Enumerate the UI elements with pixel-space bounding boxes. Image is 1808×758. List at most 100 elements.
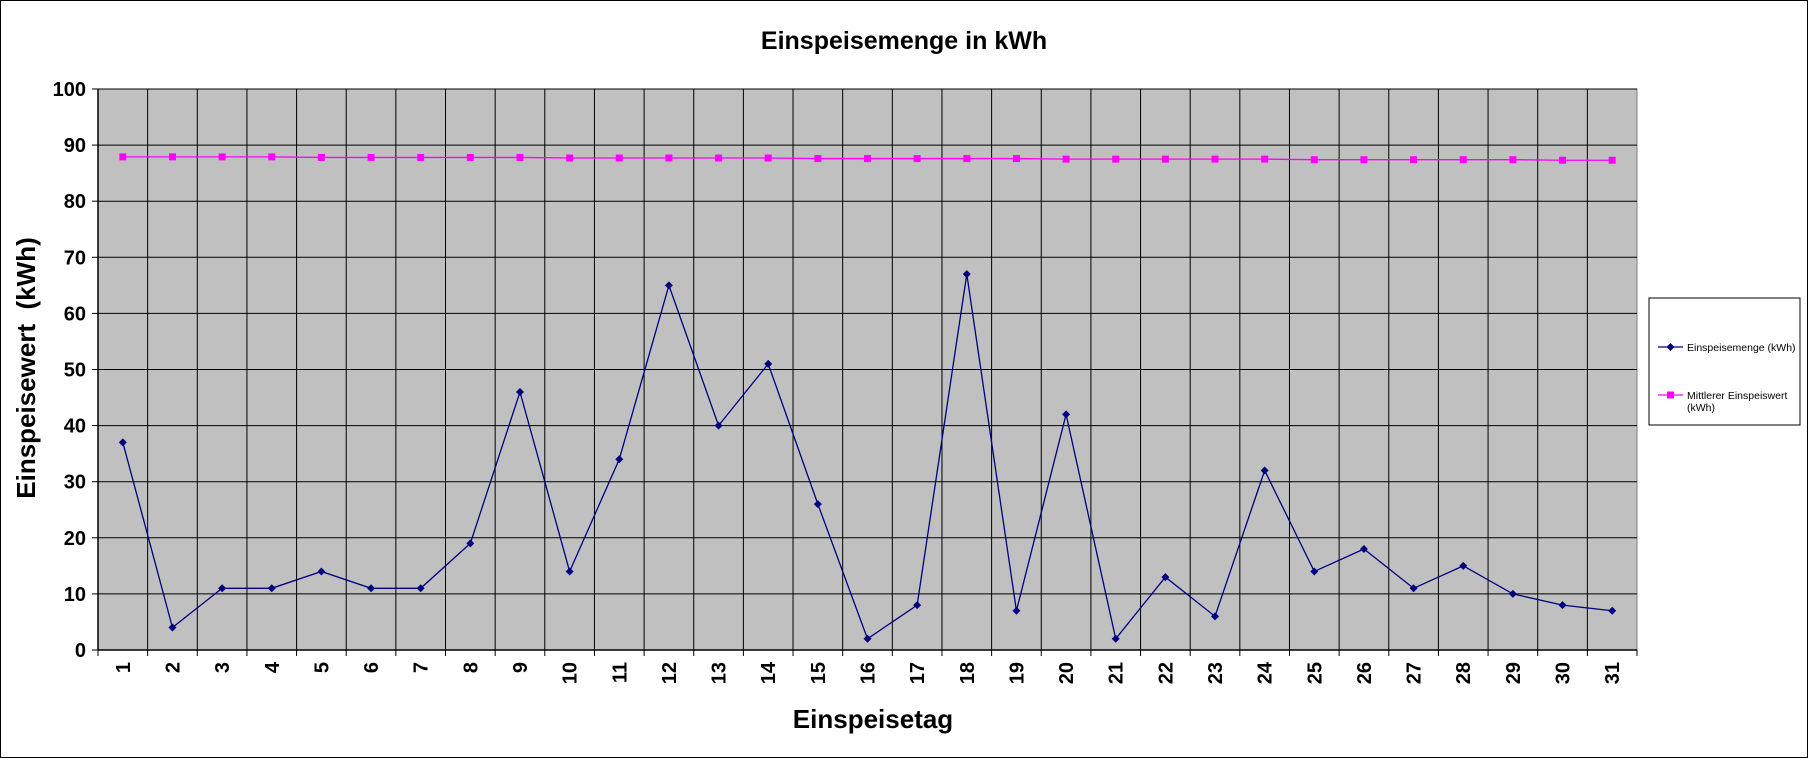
data-point (1359, 545, 1368, 554)
legend-label: Einspeisemenge (kWh) (1687, 342, 1796, 354)
y-tick-label: 100 (53, 79, 86, 101)
x-tick-label: 12 (659, 662, 681, 684)
y-axis-tick-labels: 0 10 20 30 40 50 60 70 80 90 100 (53, 79, 86, 662)
data-point (1211, 612, 1220, 621)
data-point (715, 154, 723, 162)
data-point (962, 270, 971, 279)
x-tick-label: 9 (510, 662, 532, 673)
y-tick-label: 0 (75, 640, 86, 662)
data-point (814, 155, 822, 163)
y-tick-label: 70 (64, 247, 86, 269)
legend-label: Mittlerer Einspeiswert (1687, 390, 1787, 402)
data-point (1608, 606, 1617, 615)
x-axis-tick-labels: 1 2 3 4 5 6 7 8 9 10 11 12 13 14 15 16 17 18 19 20 21 22 23 24 2… (113, 661, 1624, 684)
y-tick-label: 40 (64, 416, 86, 438)
data-point (416, 584, 425, 593)
x-tick-label: 5 (311, 662, 333, 673)
y-tick-label: 50 (64, 360, 86, 382)
data-point (466, 539, 475, 548)
data-point (317, 153, 325, 161)
x-tick-label: 18 (957, 662, 979, 684)
data-point (1558, 601, 1567, 610)
data-point (664, 281, 673, 290)
data-point (218, 153, 226, 161)
x-tick-label: 10 (560, 662, 582, 684)
y-tick-label: 20 (64, 528, 86, 550)
data-point (1459, 156, 1467, 164)
data-point (367, 584, 376, 593)
x-tick-label: 23 (1205, 662, 1227, 684)
legend-entry: Einspeisemenge (kWh) (1658, 342, 1796, 354)
data-point (1559, 156, 1567, 164)
data-point (764, 154, 772, 162)
legend-entry: Mittlerer Einspeiswert(kWh) (1658, 390, 1787, 414)
x-tick-label: 11 (609, 662, 631, 683)
data-point (764, 359, 773, 368)
data-point (1112, 155, 1120, 163)
data-point (714, 421, 723, 430)
data-point (367, 153, 375, 161)
data-point (963, 155, 971, 163)
x-tick-label: 27 (1404, 662, 1426, 684)
legend-box (1648, 297, 1801, 426)
data-point (317, 567, 326, 576)
x-tick-label: 19 (1006, 662, 1028, 684)
x-tick-label: 13 (709, 662, 731, 684)
data-point (615, 154, 623, 162)
x-tick-label: 20 (1056, 662, 1078, 684)
chart-title: Einspeisemenge in kWh (761, 27, 1047, 55)
data-point (118, 438, 127, 447)
data-point (1012, 155, 1020, 163)
data-point (1111, 634, 1120, 643)
y-tick-label: 60 (64, 303, 86, 325)
x-tick-label: 8 (460, 662, 482, 673)
legend-marker (1667, 391, 1674, 399)
data-point (1508, 589, 1517, 598)
data-point (1410, 156, 1418, 164)
data-point (1211, 155, 1219, 163)
x-tick-label: 29 (1503, 662, 1525, 684)
data-point (913, 155, 921, 163)
x-axis-title: Einspeisetag (793, 704, 953, 734)
data-point (168, 623, 177, 632)
data-point (1310, 156, 1318, 164)
data-point (1509, 156, 1517, 164)
x-tick-label: 6 (361, 662, 383, 673)
data-point (1161, 155, 1169, 163)
data-point (1062, 410, 1071, 419)
data-point (515, 387, 524, 396)
x-tick-label: 7 (411, 662, 433, 673)
data-series (118, 153, 1617, 643)
y-tick-label: 90 (64, 135, 86, 157)
x-tick-label: 3 (212, 662, 234, 673)
data-point (566, 154, 574, 162)
data-point (516, 153, 524, 161)
axes (92, 88, 1638, 656)
series-einspeisemenge (118, 270, 1617, 643)
data-point (1261, 155, 1269, 163)
y-tick-label: 30 (64, 472, 86, 494)
data-point (218, 584, 227, 593)
y-tick-label: 10 (64, 584, 86, 606)
x-tick-label: 15 (808, 662, 830, 684)
data-point (267, 584, 276, 593)
x-tick-label: 24 (1255, 661, 1277, 684)
x-tick-label: 31 (1602, 662, 1624, 684)
data-point (466, 153, 474, 161)
data-point (1260, 466, 1269, 475)
x-tick-label: 16 (858, 662, 880, 684)
data-point (615, 455, 624, 464)
data-point (1459, 561, 1468, 570)
x-tick-label: 4 (262, 661, 284, 673)
data-point (1360, 156, 1368, 164)
data-point (1310, 567, 1319, 576)
x-tick-label: 2 (162, 662, 184, 673)
data-point (665, 154, 673, 162)
legend-items: Einspeisemenge (kWh) Mittlerer Einspeiswe… (1658, 342, 1796, 414)
x-tick-label: 26 (1354, 662, 1376, 684)
data-point (168, 153, 176, 161)
data-point (1161, 573, 1170, 582)
x-tick-label: 22 (1155, 662, 1177, 684)
